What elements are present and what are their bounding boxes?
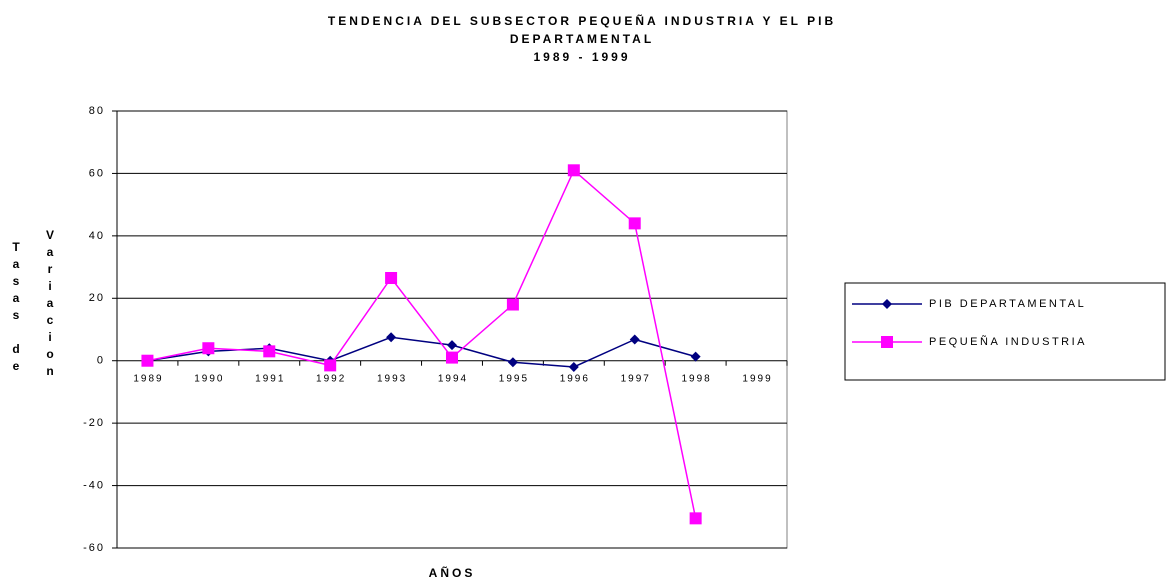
marker — [507, 357, 518, 368]
marker — [385, 271, 398, 284]
plot-area — [116, 110, 788, 549]
marker — [263, 345, 276, 358]
y-tick-label: 60 — [89, 167, 105, 179]
marker — [202, 342, 215, 355]
marker — [882, 299, 892, 309]
y-tick-label: 0 — [97, 355, 105, 367]
x-tick-label: 1993 — [377, 373, 407, 384]
marker — [324, 359, 337, 372]
chart-title: 1989 - 1999 — [533, 50, 630, 64]
x-tick-label: 1998 — [682, 373, 712, 384]
legend-label: PIB DEPARTAMENTAL — [929, 298, 1086, 310]
y-tick-label: 40 — [89, 230, 105, 242]
x-tick-label: 1991 — [255, 373, 285, 384]
marker — [881, 336, 893, 348]
marker — [506, 298, 519, 311]
y-tick-label: -20 — [83, 417, 105, 429]
y-tick-label: -40 — [83, 479, 105, 491]
y-axis-label: Variacion — [43, 228, 57, 381]
x-tick-label: 1989 — [133, 373, 163, 384]
y-tick-label: 20 — [89, 292, 105, 304]
marker — [690, 351, 701, 362]
x-tick-label: 1996 — [560, 373, 590, 384]
marker — [141, 354, 154, 367]
x-tick-label: 1992 — [316, 373, 346, 384]
y-tick-label: 80 — [89, 105, 105, 117]
x-tick-label: 1997 — [621, 373, 651, 384]
x-tick-label: 1990 — [194, 373, 224, 384]
x-tick-label: 1994 — [438, 373, 468, 384]
y-tick-label: -60 — [83, 542, 105, 554]
marker — [446, 351, 458, 364]
marker — [447, 340, 457, 351]
x-tick-label: 1995 — [499, 373, 529, 384]
marker — [689, 512, 702, 525]
legend-box — [844, 282, 1166, 381]
marker — [628, 217, 641, 230]
series-line — [147, 169, 697, 519]
marker — [629, 334, 640, 345]
chart-title: TENDENCIA DEL SUBSECTOR PEQUEÑA INDUSTRI… — [328, 13, 836, 28]
marker — [386, 332, 397, 343]
x-tick-label: 1999 — [742, 373, 772, 384]
y-axis-label: Tasas de — [9, 240, 23, 376]
legend-label: PEQUEÑA INDUSTRIA — [929, 335, 1087, 348]
marker — [568, 361, 579, 372]
marker — [567, 164, 580, 177]
x-axis-label: AÑOS — [429, 565, 476, 580]
chart-title: DEPARTAMENTAL — [510, 32, 654, 46]
